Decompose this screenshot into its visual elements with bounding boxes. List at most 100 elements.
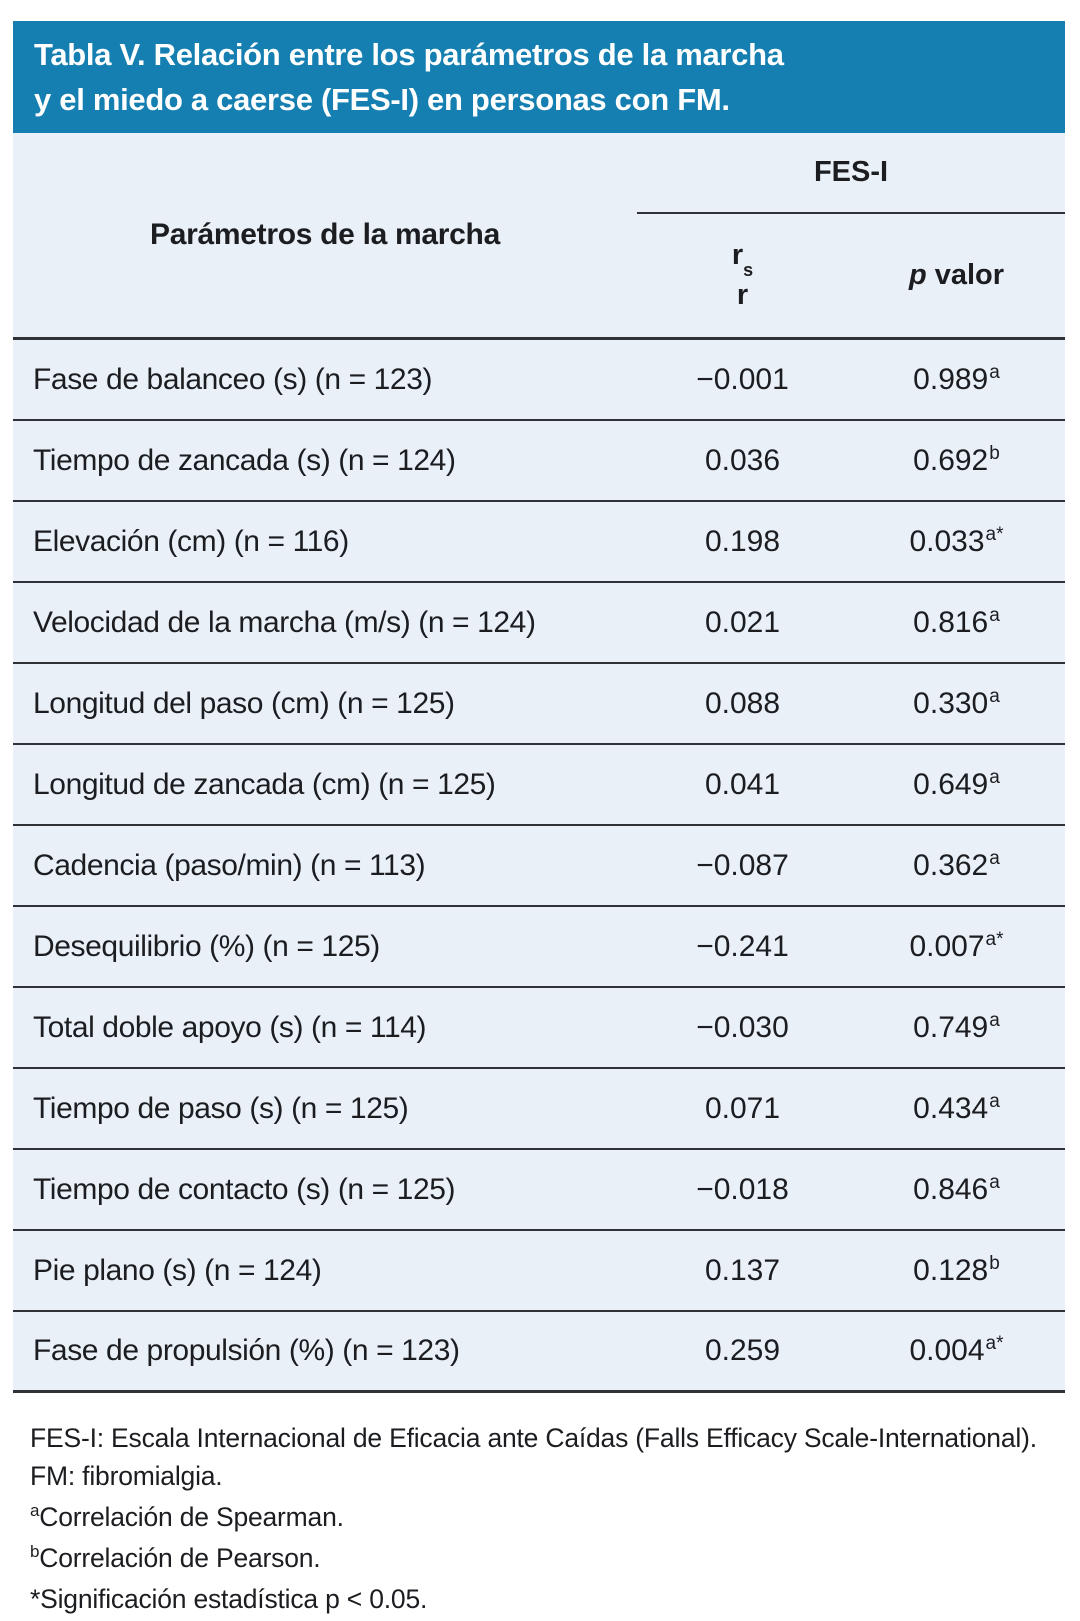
- table-title-line1: Tabla V. Relación entre los parámetros d…: [34, 37, 784, 72]
- footnote-line: aCorrelación de Spearman.: [30, 1498, 1040, 1536]
- footnote-superscript: b: [30, 1542, 40, 1562]
- row-p-value: 0.007a*: [848, 930, 1065, 964]
- header-valor-text: valor: [934, 259, 1005, 291]
- row-p-number: 0.846: [913, 1172, 989, 1206]
- row-r-value: 0.088: [704, 686, 781, 720]
- row-parameter: Longitud del paso (cm) (n = 125): [33, 686, 455, 720]
- row-r-value: −0.018: [696, 1172, 789, 1206]
- table-row: Desequilibrio (%) (n = 125) −0.241 0.007…: [13, 907, 1065, 988]
- row-parameter: Fase de balanceo (s) (n = 123): [33, 362, 433, 396]
- table-row: Tiempo de paso (s) (n = 125) 0.071 0.434…: [13, 1069, 1065, 1150]
- table-card: Tabla V. Relación entre los parámetros d…: [13, 21, 1065, 1393]
- row-p-value: 0.749a: [848, 1011, 1065, 1045]
- row-p-number: 0.649: [913, 767, 989, 801]
- row-p-number: 0.989: [913, 362, 989, 396]
- footnote-text: Correlación de Pearson.: [39, 1543, 321, 1573]
- row-r-value: 0.137: [704, 1253, 781, 1287]
- row-p-superscript: a*: [985, 928, 1004, 950]
- row-parameter: Velocidad de la marcha (m/s) (n = 124): [33, 605, 536, 639]
- row-p-superscript: a: [989, 766, 1000, 788]
- row-p-number: 0.033: [909, 524, 985, 558]
- table-row: Total doble apoyo (s) (n = 114) −0.030 0…: [13, 988, 1065, 1069]
- row-p-superscript: a: [989, 1171, 1000, 1193]
- row-p-superscript: a: [989, 1009, 1000, 1031]
- row-r-value: −0.001: [696, 362, 789, 396]
- table-body: Fase de balanceo (s) (n = 123) −0.001 0.…: [13, 337, 1065, 1393]
- footnote-superscript: a: [30, 1501, 40, 1521]
- row-p-value: 0.434a: [848, 1092, 1065, 1126]
- row-p-superscript: a*: [985, 1333, 1004, 1354]
- header-fesi-label: FES-I: [637, 133, 1065, 214]
- header-p-italic: p: [908, 259, 927, 291]
- header-r-line2: r: [736, 279, 749, 312]
- row-p-value: 0.989a: [848, 363, 1065, 397]
- row-parameter: Tiempo de paso (s) (n = 125): [33, 1091, 409, 1125]
- row-r-value: −0.241: [696, 929, 789, 963]
- table-title-bar: Tabla V. Relación entre los parámetros d…: [13, 21, 1065, 133]
- row-p-value: 0.846a: [848, 1173, 1065, 1207]
- row-parameter: Elevación (cm) (n = 116): [33, 524, 349, 558]
- footnote-text: Correlación de Spearman.: [39, 1502, 344, 1532]
- table-row: Cadencia (paso/min) (n = 113) −0.087 0.3…: [13, 826, 1065, 907]
- row-p-superscript: b: [989, 442, 1000, 464]
- header-parametros-label: Parámetros de la marcha: [150, 218, 500, 251]
- row-p-number: 0.434: [913, 1091, 989, 1125]
- table-row: Velocidad de la marcha (m/s) (n = 124) 0…: [13, 583, 1065, 664]
- row-p-number: 0.330: [913, 686, 989, 720]
- row-p-value: 0.649a: [848, 768, 1065, 802]
- row-p-value: 0.330a: [848, 687, 1065, 721]
- row-parameter: Total doble apoyo (s) (n = 114): [33, 1010, 427, 1044]
- row-parameter: Desequilibrio (%) (n = 125): [33, 929, 380, 963]
- row-p-number: 0.692: [913, 443, 989, 477]
- row-p-number: 0.749: [913, 1010, 989, 1044]
- row-p-superscript: a*: [985, 523, 1004, 545]
- table-row: Elevación (cm) (n = 116) 0.198 0.033a*: [13, 502, 1065, 583]
- row-p-number: 0.816: [913, 605, 989, 639]
- header-rs-r-label: rs r: [637, 214, 848, 337]
- footnotes: FES-I: Escala Internacional de Eficacia …: [30, 1419, 1040, 1621]
- row-p-value: 0.692b: [848, 444, 1065, 478]
- row-p-value: 0.816a: [848, 606, 1065, 640]
- row-r-value: 0.021: [704, 605, 781, 639]
- row-parameter: Fase de propulsión (%) (n = 123): [33, 1334, 460, 1367]
- row-p-number: 0.004: [909, 1334, 985, 1367]
- footnote-line: FES-I: Escala Internacional de Eficacia …: [30, 1419, 1040, 1495]
- header-rs-line1: rs: [731, 238, 754, 281]
- row-p-value: 0.033a*: [848, 525, 1065, 559]
- row-parameter: Cadencia (paso/min) (n = 113): [33, 848, 426, 882]
- header-rs-subscript: s: [743, 260, 754, 281]
- header-subcolumns: rs r p valor: [637, 214, 1065, 337]
- table-row: Tiempo de contacto (s) (n = 125) −0.018 …: [13, 1150, 1065, 1231]
- row-p-value: 0.128b: [848, 1254, 1065, 1288]
- table-header: Parámetros de la marcha FES-I rs r p valo…: [13, 133, 1065, 337]
- row-p-number: 0.128: [913, 1253, 989, 1287]
- row-p-superscript: a: [989, 685, 1000, 707]
- table-title-line2: y el miedo a caerse (FES-I) en personas …: [34, 82, 730, 117]
- row-p-number: 0.007: [909, 929, 985, 963]
- row-r-value: 0.071: [704, 1091, 781, 1125]
- row-parameter: Pie plano (s) (n = 124): [33, 1253, 322, 1287]
- row-p-value: 0.004a*: [848, 1334, 1065, 1368]
- header-fesi-group: FES-I rs r p valor: [637, 133, 1065, 337]
- row-parameter: Tiempo de zancada (s) (n = 124): [33, 443, 456, 477]
- row-r-value: −0.030: [696, 1010, 789, 1044]
- table-row: Fase de balanceo (s) (n = 123) −0.001 0.…: [13, 340, 1065, 421]
- row-p-superscript: a: [989, 361, 1000, 383]
- footnote-text: *Significación estadística p < 0.05.: [30, 1584, 428, 1614]
- header-pvalor-label: p valor: [848, 214, 1065, 337]
- row-p-number: 0.362: [913, 848, 989, 882]
- footnote-line: bCorrelación de Pearson.: [30, 1539, 1040, 1577]
- table-row: Fase de propulsión (%) (n = 123) 0.259 0…: [13, 1312, 1065, 1393]
- row-r-value: 0.198: [704, 524, 781, 558]
- row-p-superscript: b: [989, 1252, 1000, 1274]
- row-p-superscript: a: [989, 847, 1000, 869]
- table-row: Longitud de zancada (cm) (n = 125) 0.041…: [13, 745, 1065, 826]
- row-p-superscript: a: [989, 604, 1000, 626]
- row-r-value: −0.087: [696, 848, 789, 882]
- row-p-superscript: a: [989, 1090, 1000, 1112]
- table-row: Pie plano (s) (n = 124) 0.137 0.128b: [13, 1231, 1065, 1312]
- footnote-line: *Significación estadística p < 0.05.: [30, 1580, 1040, 1618]
- row-r-value: 0.041: [704, 767, 781, 801]
- table-row: Tiempo de zancada (s) (n = 124) 0.036 0.…: [13, 421, 1065, 502]
- table-row: Longitud del paso (cm) (n = 125) 0.088 0…: [13, 664, 1065, 745]
